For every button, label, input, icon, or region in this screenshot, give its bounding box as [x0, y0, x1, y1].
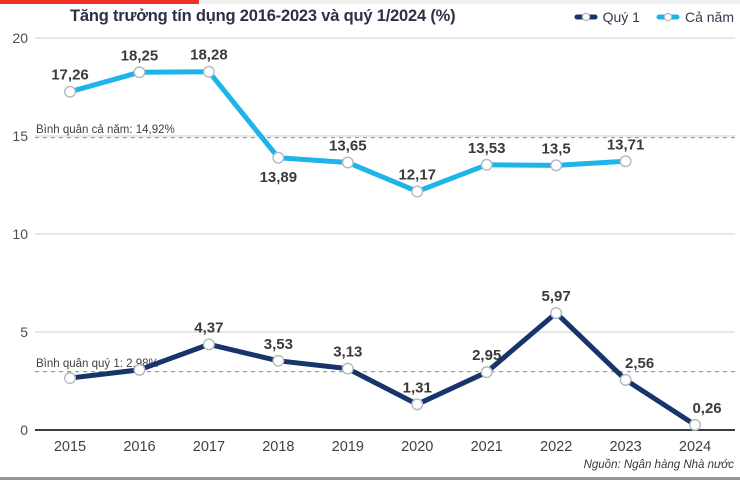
data-point-marker [63, 85, 76, 98]
data-point-label: 4,37 [194, 319, 223, 336]
x-tick-label: 2020 [401, 439, 433, 455]
data-point-marker [341, 156, 354, 169]
data-point-marker [550, 159, 563, 172]
x-axis-labels: 2015 2016 2017 2018 2019 2020 2021 2022 2023 2024 [54, 439, 711, 455]
legend-label-ca-nam: Cả năm [684, 9, 734, 25]
average-lines: Bình quân cả năm: 14,92% Bình quân quý 1:… [35, 124, 735, 373]
data-point-label: 18,28 [190, 47, 228, 64]
legend-item-quy-1: Quý 1 [574, 9, 640, 25]
data-point-marker [619, 155, 632, 168]
data-point-marker [272, 151, 285, 164]
data-point-marker [689, 418, 702, 431]
data-point-marker [202, 65, 215, 78]
data-point-marker [550, 306, 563, 319]
data-point-marker [411, 398, 424, 411]
line-marker-icon [656, 12, 680, 22]
data-point-marker [480, 366, 493, 379]
series-quý-1: 4,37 3,53 3,13 1,31 2,95 5,97 2,56 0,26 [63, 288, 722, 431]
data-point-label: 13,89 [260, 169, 298, 186]
data-point-label: 13,65 [329, 137, 367, 154]
data-point-label: 3,53 [264, 336, 293, 353]
x-tick-label: 2017 [193, 439, 225, 455]
gridlines: 0 5 10 15 20 [12, 30, 735, 438]
data-point-marker [133, 363, 146, 376]
data-point-label: 2,56 [625, 355, 654, 372]
y-tick-label: 15 [12, 128, 28, 144]
data-point-marker [619, 373, 632, 386]
y-tick-label: 10 [12, 226, 28, 242]
x-tick-label: 2022 [540, 439, 572, 455]
y-tick-label: 0 [20, 422, 28, 438]
legend-label-quy-1: Quý 1 [602, 9, 640, 25]
data-point-label: 2,95 [472, 347, 501, 364]
data-point-marker [411, 185, 424, 198]
top-strip [0, 0, 740, 4]
source-note: Nguồn: Ngân hàng Nhà nước [583, 459, 734, 471]
legend: Quý 1 Cả năm [574, 9, 734, 25]
y-tick-label: 20 [12, 30, 28, 46]
data-point-marker [341, 362, 354, 375]
red-accent-bar [0, 0, 199, 4]
data-point-label: 3,13 [333, 344, 362, 361]
x-tick-label: 2016 [123, 439, 155, 455]
data-point-label: 1,31 [403, 379, 432, 396]
page-title: Tăng trưởng tín dụng 2016-2023 và quý 1/… [70, 7, 456, 25]
data-point-label: 13,5 [542, 140, 571, 157]
data-point-marker [272, 354, 285, 367]
y-tick-label: 5 [20, 324, 28, 340]
x-tick-label: 2019 [332, 439, 364, 455]
data-point-label: 13,71 [607, 136, 645, 153]
series-cả-năm: 17,26 18,25 18,28 13,89 13,65 12,17 13,53 13,5 1… [51, 47, 645, 198]
average-line-label: Bình quân quý 1: 2,98% [36, 358, 159, 370]
x-tick-label: 2024 [679, 439, 711, 455]
data-point-label: 18,25 [121, 47, 159, 64]
data-point-label: 12,17 [398, 166, 436, 183]
x-tick-label: 2021 [471, 439, 503, 455]
line-marker-icon [574, 12, 598, 22]
data-point-label: 17,26 [51, 67, 89, 84]
data-point-label: 13,53 [468, 140, 506, 157]
data-point-marker [133, 66, 146, 79]
bottom-divider-bar [0, 477, 740, 480]
x-tick-label: 2015 [54, 439, 86, 455]
data-point-marker [480, 158, 493, 171]
data-point-label: 0,26 [692, 400, 721, 417]
data-point-label: 5,97 [542, 288, 571, 305]
x-tick-label: 2023 [609, 439, 641, 455]
data-point-marker [202, 338, 215, 351]
legend-item-ca-nam: Cả năm [656, 9, 734, 25]
average-line-label: Bình quân cả năm: 14,92% [36, 124, 175, 136]
x-tick-label: 2018 [262, 439, 294, 455]
data-point-marker [63, 372, 76, 385]
